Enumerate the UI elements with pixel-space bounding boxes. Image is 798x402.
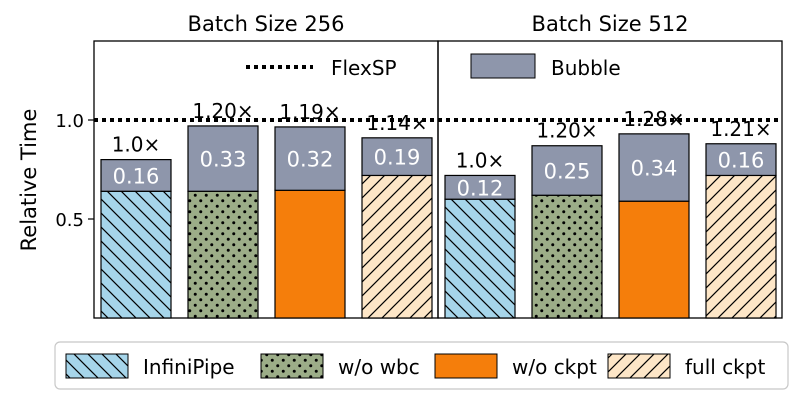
bar-bubble-p1-full_ckpt bbox=[705, 143, 777, 177]
legend-flexsp-label: FlexSP bbox=[331, 56, 397, 80]
bar-base-p0-wo_wbc bbox=[187, 190, 259, 319]
legend-full-ckpt-label: full ckpt bbox=[685, 355, 765, 379]
bar-base-p0-infinipipe bbox=[100, 190, 172, 319]
legend-wo-wbc-swatch bbox=[260, 353, 324, 379]
top-legend: FlexSP Bubble bbox=[246, 53, 621, 80]
legend-wo-wbc-label: w/o wbc bbox=[338, 355, 420, 379]
legend-wo-ckpt-swatch bbox=[434, 353, 498, 379]
panel-title-left: Batch Size 256 bbox=[188, 12, 345, 36]
bar-bubble-p0-wo_ckpt bbox=[274, 126, 346, 191]
bar-bubble-p0-wo_wbc bbox=[187, 125, 259, 192]
y-tick-label-0.5: 0.5 bbox=[55, 210, 84, 231]
bar-base-p0-wo_ckpt bbox=[274, 189, 346, 319]
bar-bubble-p0-full_ckpt bbox=[361, 137, 433, 177]
legend-bubble-label: Bubble bbox=[551, 56, 621, 80]
bar-bubble-p1-wo_ckpt bbox=[618, 133, 690, 202]
speedup-label-p1-wo_wbc: 1.20× bbox=[536, 119, 597, 143]
bar-base-p1-wo_wbc bbox=[531, 194, 603, 319]
legend-bubble-swatch bbox=[470, 53, 536, 79]
bubble-value-label-p1-infinipipe: 0.12 bbox=[457, 176, 504, 200]
panel-right-frame bbox=[437, 40, 783, 319]
y-tick-label-1.0: 1.0 bbox=[55, 111, 84, 132]
legend-infinipipe-label: InfiniPipe bbox=[143, 355, 235, 379]
legend-wo-ckpt-label: w/o ckpt bbox=[512, 355, 597, 379]
bottom-legend-frame bbox=[54, 341, 789, 390]
bubble-value-label-p0-full_ckpt: 0.19 bbox=[374, 146, 421, 170]
legend-infinipipe-swatch bbox=[65, 353, 129, 379]
speedup-label-p1-infinipipe: 1.0× bbox=[456, 148, 505, 172]
bar-base-p1-full_ckpt bbox=[705, 174, 777, 319]
bubble-value-label-p0-wo_wbc: 0.33 bbox=[200, 148, 247, 172]
panel-title-right: Batch Size 512 bbox=[532, 12, 689, 36]
bar-base-p1-wo_ckpt bbox=[618, 200, 690, 319]
y-axis-label: Relative Time bbox=[17, 109, 41, 252]
bubble-value-label-p0-infinipipe: 0.16 bbox=[113, 164, 160, 188]
speedup-label-p0-full_ckpt: 1.14× bbox=[366, 111, 427, 135]
bar-base-p1-infinipipe bbox=[444, 198, 516, 319]
bubble-value-label-p0-wo_ckpt: 0.32 bbox=[287, 148, 334, 172]
bar-base-p0-full_ckpt bbox=[361, 174, 433, 319]
bubble-value-label-p1-wo_ckpt: 0.34 bbox=[631, 157, 678, 181]
bar-bubble-p0-infinipipe bbox=[100, 159, 172, 192]
bars-layer: 0.161.0×0.331.20×0.321.19×0.191.14×0.121… bbox=[100, 99, 777, 319]
bubble-value-label-p1-wo_wbc: 0.25 bbox=[544, 159, 591, 183]
legend-full-ckpt-swatch bbox=[607, 353, 671, 379]
bar-bubble-p1-wo_wbc bbox=[531, 145, 603, 196]
bottom-legend: InfiniPipe w/o wbc w/o ckpt full ckpt bbox=[54, 341, 789, 390]
bubble-value-label-p1-full_ckpt: 0.16 bbox=[718, 149, 765, 173]
speedup-label-p0-infinipipe: 1.0× bbox=[112, 133, 161, 157]
bar-bubble-p1-infinipipe bbox=[444, 174, 516, 200]
